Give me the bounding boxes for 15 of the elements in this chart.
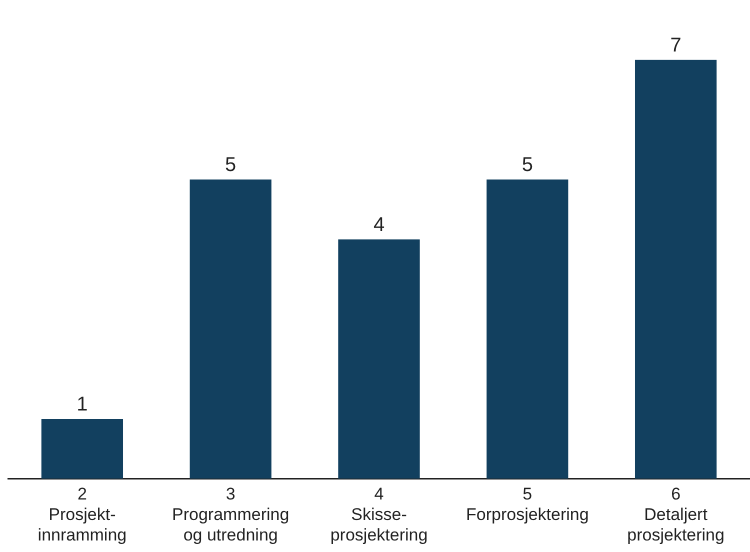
bar [190,180,272,479]
data-label: 5 [522,154,533,176]
data-label: 7 [670,34,682,56]
x-tick-label: 3 Programmering og utredning [172,484,290,544]
bar [41,418,124,479]
x-tick-label: 4 Skisse- prosjektering [330,484,428,544]
x-tick-label: 2 Prosjekt- innramming [38,484,127,544]
x-tick-label: 5 Forprosjektering [466,484,589,524]
data-label: 5 [225,154,236,176]
bar [338,239,420,479]
data-label: 1 [76,393,88,416]
x-tick-label: 6 Detaljert prosjektering [627,484,724,544]
bar [486,180,568,479]
bar [634,60,717,479]
data-label: 4 [373,214,385,236]
